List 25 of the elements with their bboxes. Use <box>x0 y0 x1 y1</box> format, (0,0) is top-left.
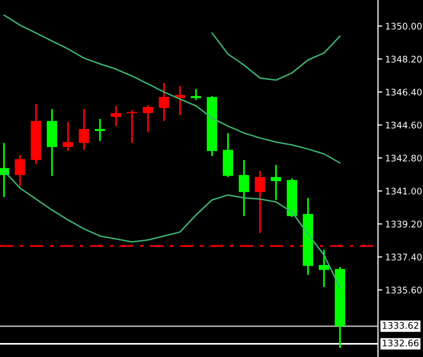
ref-line-label: 1332.66 <box>382 340 419 346</box>
y-tick-label: 1335.60 <box>386 286 422 294</box>
candlestick <box>14 154 26 187</box>
line-series <box>3 14 341 164</box>
candlestick <box>254 170 266 234</box>
candlestick <box>94 118 106 142</box>
candlestick <box>110 105 122 127</box>
y-tick-label: 1350.00 <box>386 22 422 30</box>
candlestick <box>270 164 282 201</box>
line-series <box>211 32 341 81</box>
y-tick-label: 1337.40 <box>386 254 422 260</box>
y-tick-label: 1348.20 <box>386 56 422 63</box>
y-tick-label: 1346.40 <box>386 88 422 96</box>
candlestick <box>238 159 250 217</box>
candlestick <box>142 104 154 133</box>
ref-line-label: 1333.62 <box>382 322 418 329</box>
candlestick <box>78 108 90 151</box>
y-tick-label: 1341.00 <box>386 188 422 195</box>
candlestick <box>158 82 170 122</box>
y-tick-label: 1339.20 <box>386 220 422 228</box>
candlestick <box>190 88 202 101</box>
y-tick-label: 1342.80 <box>386 154 422 162</box>
candlestick <box>318 249 330 288</box>
candlestick <box>62 121 74 152</box>
y-tick-label: 1344.60 <box>386 122 422 129</box>
